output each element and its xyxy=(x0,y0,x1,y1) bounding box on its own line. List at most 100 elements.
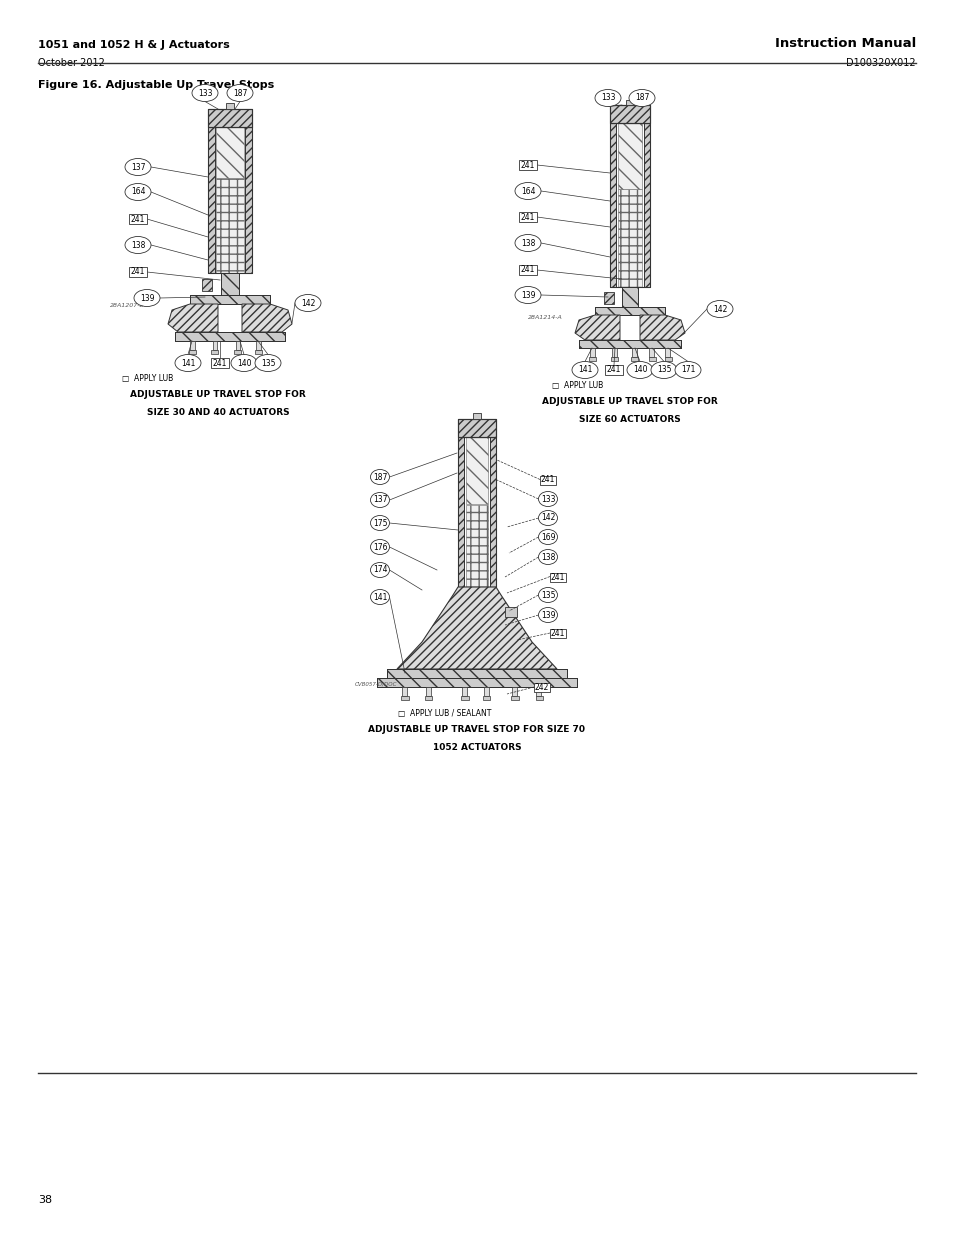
Bar xyxy=(550,629,565,637)
Ellipse shape xyxy=(294,294,320,311)
Ellipse shape xyxy=(254,354,281,372)
Bar xyxy=(457,419,496,437)
Text: 141: 141 xyxy=(578,366,592,374)
Bar xyxy=(174,332,285,341)
Text: 140: 140 xyxy=(236,358,251,368)
Polygon shape xyxy=(168,304,218,332)
Bar xyxy=(245,127,252,273)
Text: 141: 141 xyxy=(373,593,387,601)
Polygon shape xyxy=(639,315,684,340)
Text: 138: 138 xyxy=(131,241,145,249)
Ellipse shape xyxy=(370,589,389,604)
Bar xyxy=(609,124,616,287)
Bar xyxy=(465,505,488,587)
Bar xyxy=(649,348,654,357)
Bar xyxy=(611,357,618,361)
Bar xyxy=(578,340,680,348)
Bar xyxy=(490,437,496,587)
Text: 187: 187 xyxy=(373,473,387,482)
Ellipse shape xyxy=(370,540,389,555)
Ellipse shape xyxy=(595,89,620,106)
Bar xyxy=(518,161,537,170)
Bar xyxy=(387,669,566,678)
Bar xyxy=(213,341,217,350)
Bar xyxy=(190,295,270,304)
Text: 241: 241 xyxy=(540,475,555,484)
Text: 140: 140 xyxy=(632,366,646,374)
Bar xyxy=(212,350,218,354)
Ellipse shape xyxy=(174,354,201,372)
Text: SIZE 30 AND 40 ACTUATORS: SIZE 30 AND 40 ACTUATORS xyxy=(147,408,289,417)
Bar xyxy=(254,350,261,354)
Text: □  APPLY LUB: □ APPLY LUB xyxy=(122,374,173,383)
Ellipse shape xyxy=(125,236,151,253)
Text: 135: 135 xyxy=(540,590,555,599)
Text: 241: 241 xyxy=(606,366,620,374)
Ellipse shape xyxy=(537,608,557,622)
Bar xyxy=(484,687,489,697)
Bar xyxy=(518,266,537,275)
Ellipse shape xyxy=(133,289,160,306)
Polygon shape xyxy=(242,304,292,332)
Bar xyxy=(190,341,194,350)
Bar xyxy=(426,687,431,697)
Bar xyxy=(129,267,147,277)
Bar xyxy=(234,350,241,354)
Text: 187: 187 xyxy=(634,94,648,103)
Text: 135: 135 xyxy=(260,358,275,368)
Bar xyxy=(189,350,195,354)
Text: 164: 164 xyxy=(520,186,535,195)
Bar xyxy=(518,212,537,222)
Bar xyxy=(190,295,270,304)
Bar xyxy=(473,412,480,419)
Text: ADJUSTABLE UP TRAVEL STOP FOR: ADJUSTABLE UP TRAVEL STOP FOR xyxy=(130,390,306,399)
Bar xyxy=(208,127,252,273)
Bar xyxy=(595,308,664,315)
Text: 142: 142 xyxy=(540,514,555,522)
Bar xyxy=(129,214,147,224)
Text: 133: 133 xyxy=(197,89,212,98)
Text: 142: 142 xyxy=(712,305,726,314)
Ellipse shape xyxy=(628,89,655,106)
Text: 28A1214-A: 28A1214-A xyxy=(527,315,562,320)
Ellipse shape xyxy=(515,235,540,252)
Ellipse shape xyxy=(650,362,677,378)
Text: Instruction Manual: Instruction Manual xyxy=(774,37,915,49)
Text: □  APPLY LUB / SEALANT: □ APPLY LUB / SEALANT xyxy=(397,709,491,718)
Ellipse shape xyxy=(370,469,389,484)
Text: 139: 139 xyxy=(540,610,555,620)
Bar xyxy=(215,127,244,178)
Polygon shape xyxy=(396,587,557,669)
Text: 139: 139 xyxy=(520,290,535,300)
Text: 241: 241 xyxy=(520,212,535,221)
Ellipse shape xyxy=(192,84,218,101)
Bar xyxy=(539,475,556,484)
Ellipse shape xyxy=(626,362,652,378)
Bar xyxy=(462,687,467,697)
Text: 241: 241 xyxy=(213,358,227,368)
Ellipse shape xyxy=(515,287,540,304)
Ellipse shape xyxy=(537,510,557,526)
Bar xyxy=(618,189,641,287)
Bar xyxy=(621,287,638,308)
Text: 174: 174 xyxy=(373,566,387,574)
Text: 142: 142 xyxy=(300,299,314,308)
Bar xyxy=(630,357,637,361)
Text: 38: 38 xyxy=(38,1195,52,1205)
Ellipse shape xyxy=(572,362,598,378)
Bar xyxy=(625,100,634,105)
Bar xyxy=(208,127,214,273)
Text: 138: 138 xyxy=(540,552,555,562)
Text: 1052 ACTUATORS: 1052 ACTUATORS xyxy=(433,743,520,752)
Ellipse shape xyxy=(537,492,557,506)
Text: 241: 241 xyxy=(520,161,535,169)
Bar xyxy=(401,697,408,700)
Bar xyxy=(174,332,285,341)
Bar xyxy=(221,273,239,295)
Text: 241: 241 xyxy=(550,629,564,637)
Bar xyxy=(457,437,463,587)
Bar xyxy=(578,340,680,348)
Text: 133: 133 xyxy=(600,94,615,103)
Bar xyxy=(603,291,614,304)
Bar xyxy=(621,287,638,308)
